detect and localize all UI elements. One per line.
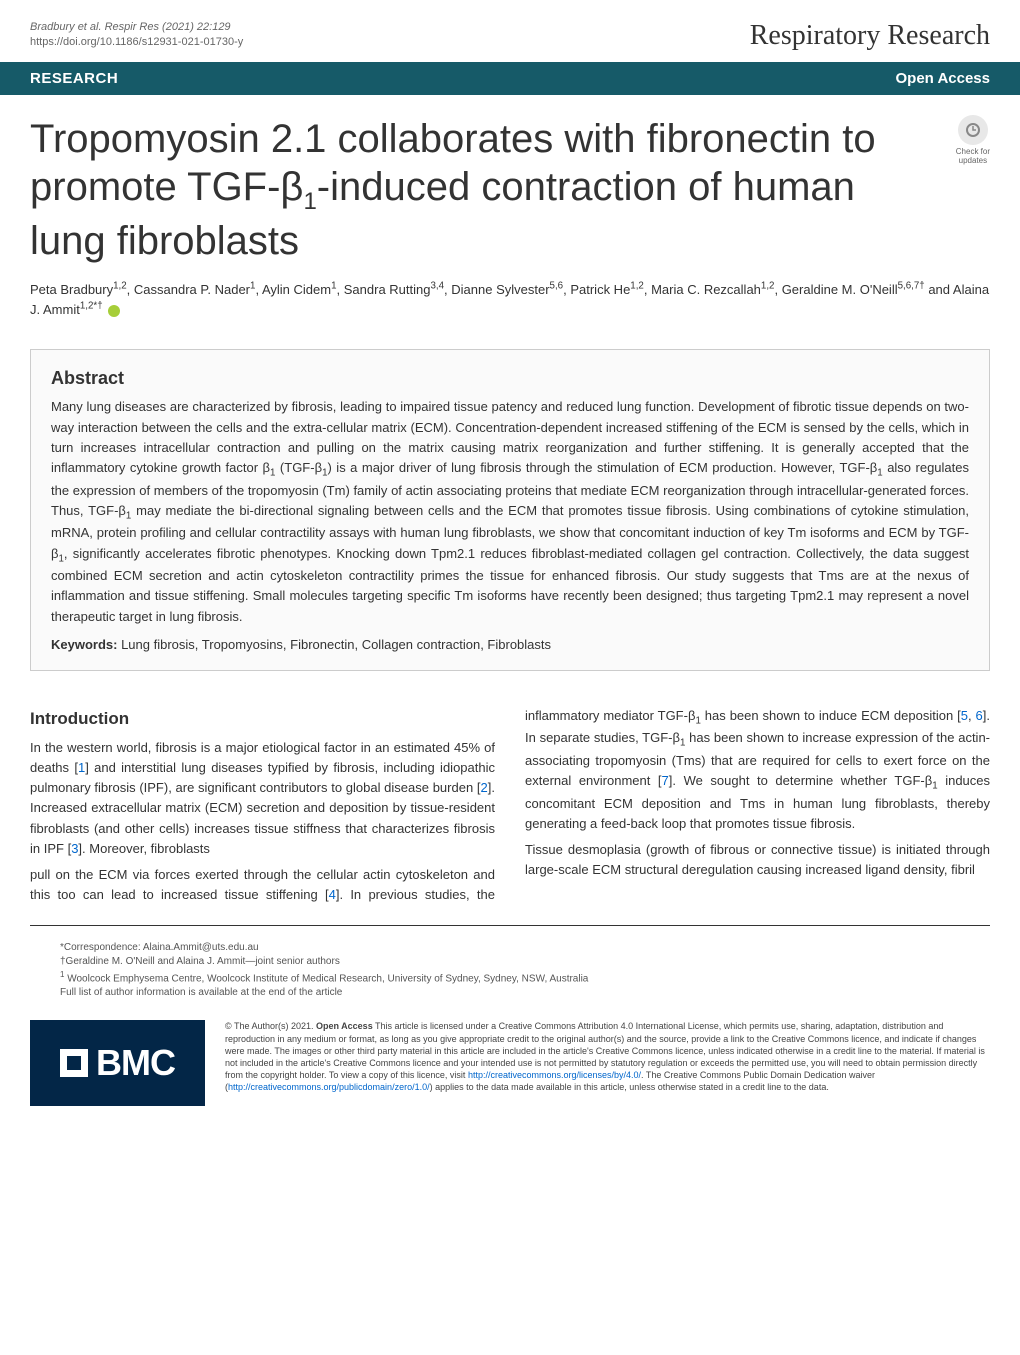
correspondence-line: *Correspondence: Alaina.Ammit@uts.edu.au bbox=[60, 941, 960, 955]
keywords-label: Keywords: bbox=[51, 637, 117, 652]
body-columns: Introduction In the western world, fibro… bbox=[0, 691, 1020, 905]
abstract-heading: Abstract bbox=[51, 368, 969, 389]
intro-heading: Introduction bbox=[30, 706, 495, 732]
check-updates-badge[interactable]: Check for updates bbox=[956, 115, 990, 165]
joint-authors-line: †Geraldine M. O'Neill and Alaina J. Ammi… bbox=[60, 955, 960, 969]
author-list: Peta Bradbury1,2, Cassandra P. Nader1, A… bbox=[0, 280, 1020, 340]
bmc-logo-icon bbox=[60, 1049, 88, 1077]
abstract-body: Many lung diseases are characterized by … bbox=[51, 397, 969, 626]
authors-text: Peta Bradbury1,2, Cassandra P. Nader1, A… bbox=[30, 282, 989, 317]
section-bar: RESEARCH Open Access bbox=[0, 62, 1020, 95]
affiliation-line: 1 Woolcock Emphysema Centre, Woolcock In… bbox=[60, 969, 960, 986]
keywords-line: Keywords: Lung fibrosis, Tropomyosins, F… bbox=[51, 637, 969, 652]
full-list-line: Full list of author information is avail… bbox=[60, 986, 960, 1000]
abstract-box: Abstract Many lung diseases are characte… bbox=[30, 349, 990, 670]
citation-line: Bradbury et al. Respir Res (2021) 22:129 bbox=[30, 20, 243, 35]
doi-line: https://doi.org/10.1186/s12931-021-01730… bbox=[30, 35, 243, 50]
intro-para-1: In the western world, fibrosis is a majo… bbox=[30, 738, 495, 859]
license-text: © The Author(s) 2021. Open Access This a… bbox=[225, 1020, 990, 1093]
keywords-text: Lung fibrosis, Tropomyosins, Fibronectin… bbox=[117, 637, 551, 652]
footer-info: *Correspondence: Alaina.Ammit@uts.edu.au… bbox=[30, 925, 990, 1010]
section-label: RESEARCH bbox=[30, 70, 118, 87]
check-updates-icon bbox=[958, 115, 988, 145]
open-access-label: Open Access bbox=[896, 70, 991, 87]
title-section: Check for updates Tropomyosin 2.1 collab… bbox=[0, 95, 1020, 280]
citation-block: Bradbury et al. Respir Res (2021) 22:129… bbox=[30, 20, 243, 51]
check-updates-text2: updates bbox=[956, 156, 990, 165]
intro-para-3: Tissue desmoplasia (growth of fibrous or… bbox=[525, 840, 990, 880]
page-header: Bradbury et al. Respir Res (2021) 22:129… bbox=[0, 0, 1020, 62]
bmc-logo: BMC bbox=[30, 1020, 205, 1106]
bmc-logo-text: BMC bbox=[96, 1042, 175, 1084]
journal-title: Respiratory Research bbox=[750, 20, 990, 52]
license-row: BMC © The Author(s) 2021. Open Access Th… bbox=[0, 1010, 1020, 1136]
check-updates-text1: Check for bbox=[956, 147, 990, 156]
orcid-icon[interactable] bbox=[108, 305, 120, 317]
article-title: Tropomyosin 2.1 collaborates with fibron… bbox=[30, 115, 990, 265]
